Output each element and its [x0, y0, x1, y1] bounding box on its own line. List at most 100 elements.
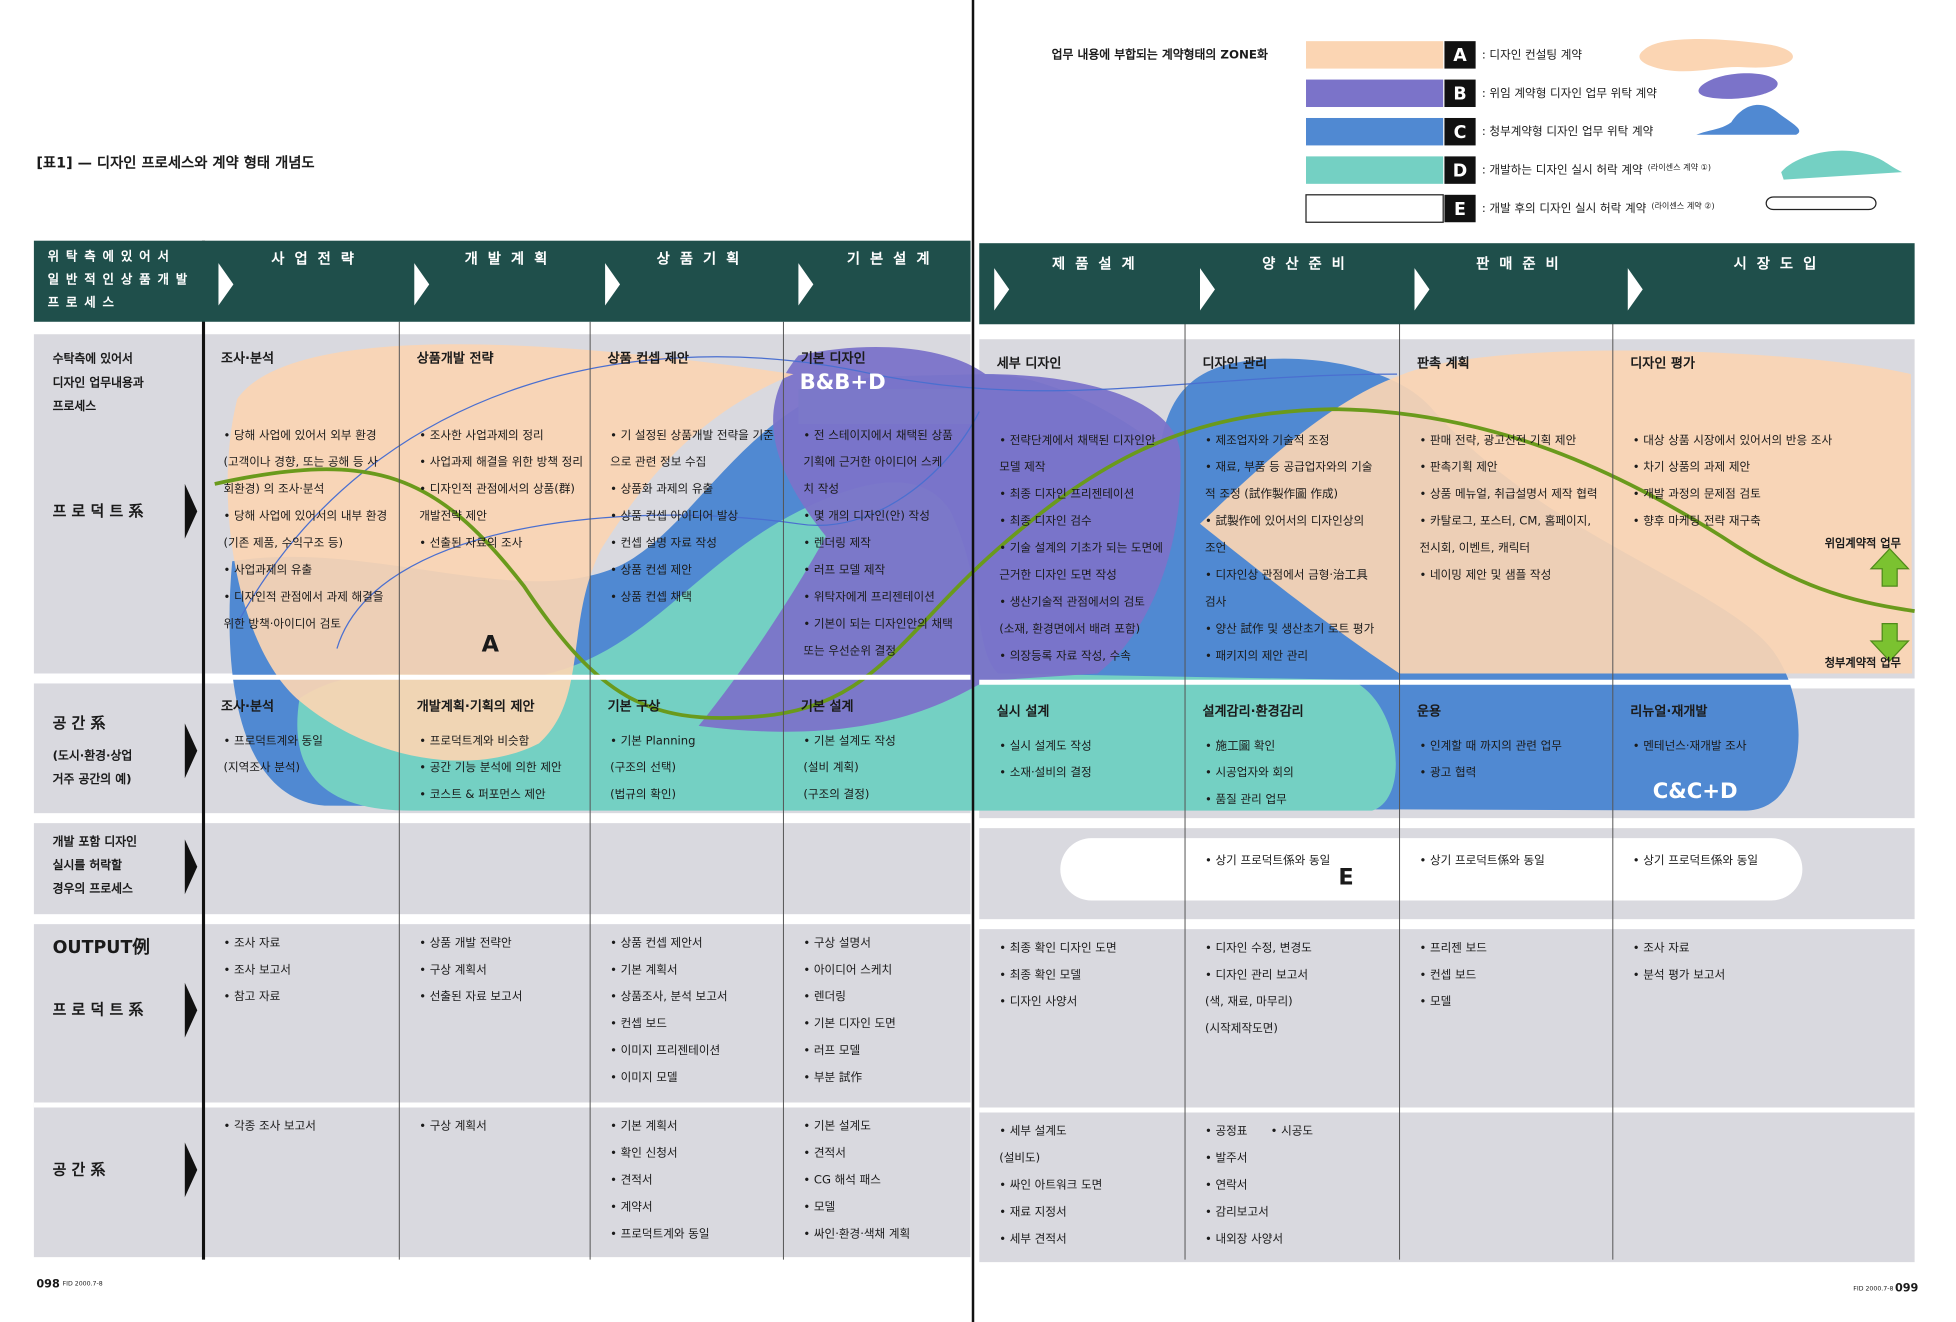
- cell-item: • 판매 전략, 광고선전 기획 제안: [1419, 433, 1576, 447]
- cell-item: • 상품 개발 전략안: [419, 935, 512, 949]
- cell-item: • 패키지의 제안 관리: [1205, 648, 1308, 662]
- header-band: [33, 240, 971, 322]
- up-arrow: [1869, 547, 1910, 587]
- cell-item: (색, 재료, 마무리): [1205, 994, 1293, 1008]
- cell-item: • 향후 마케팅 전략 재구축: [1633, 514, 1761, 528]
- row-band: [33, 924, 971, 1258]
- cell-item: • 施工圖 확인: [1205, 738, 1275, 752]
- cell-item: • 이미지 모델: [610, 1070, 677, 1084]
- header-arrow: [798, 263, 814, 306]
- cell-heading: 상품 컨셉 제안: [608, 350, 689, 367]
- arrow-label: 청부계약적 업무: [1825, 655, 1901, 669]
- header-arrow: [414, 263, 430, 306]
- issue: FID 2000.7-8: [1853, 1285, 1893, 1292]
- stage-label: 개 발 계 획: [465, 249, 550, 267]
- cell-item: • 연락서: [1205, 1178, 1247, 1192]
- cell-item: • 기본 계획서: [610, 1119, 677, 1133]
- row-arrow: [184, 483, 198, 539]
- cell-item: 치 작성: [803, 482, 839, 496]
- cell-item: • 상품 컨셉 아이디어 발상: [610, 509, 738, 523]
- cell-item: • 대상 상품 시장에서 있어서의 반응 조사: [1633, 433, 1833, 447]
- cell-item: • 전 스테이지에서 채택된 상품: [803, 428, 953, 442]
- cell-item: • 조사한 사업과제의 정리: [419, 428, 543, 442]
- legend-swatch: [1306, 156, 1444, 184]
- header-label: 일 반 적 인 상 품 개 발: [48, 271, 189, 286]
- cell-heading: 기본 디자인: [801, 350, 866, 367]
- cell-item: • 선출된 자료 보고서: [419, 989, 522, 1003]
- legend-label: : 개발 후의 디자인 실시 허락 계약: [1482, 201, 1647, 215]
- cell-item: • 아이디어 스케치: [803, 962, 892, 976]
- cell-item: • 디자인상 관점에서 금형·治工具: [1205, 567, 1368, 581]
- cell-item: 모델 제작: [999, 460, 1046, 474]
- cell-item: • 기본 디자인 도면: [803, 1016, 895, 1030]
- stage-label: 제 품 설 계: [1052, 255, 1137, 272]
- cell-item: • 러프 모델: [803, 1043, 860, 1057]
- legend-swatch: [1306, 79, 1444, 108]
- cell-item: • 최종 확인 모델: [999, 967, 1081, 981]
- cell-item: • 상품 컨셉 채택: [610, 589, 692, 603]
- stage-label: 사 업 전 략: [271, 249, 356, 267]
- page-title: [표1] — 디자인 프로세스와 계약 형태 개념도: [36, 153, 314, 171]
- cell-item: • 인계할 때 까지의 관련 업무: [1419, 738, 1562, 752]
- cell-item: • 확인 신청서: [610, 1146, 677, 1160]
- cell-item: • 위탁자에게 프리젠테이션: [803, 589, 934, 603]
- cell-item: • 프로덕트계와 동일: [610, 1226, 709, 1240]
- cell-heading: 기본 구상: [608, 699, 661, 715]
- header-arrow: [218, 263, 234, 306]
- row-arrow: [184, 982, 198, 1038]
- zone-outline: [336, 411, 980, 649]
- cell-item: • 프로덕트계와 동일: [223, 733, 322, 747]
- cell-item: • 조사 자료: [223, 935, 280, 949]
- cell-item: 적 조정 (試作製作圖 作成): [1205, 487, 1338, 501]
- cell-item: • 기본 설계도 작성: [803, 733, 895, 747]
- cell-heading: 운용: [1417, 704, 1441, 720]
- cell-item: • 차기 상품의 과제 제안: [1633, 460, 1751, 474]
- stage-label: 시 장 도 입: [1734, 254, 1819, 272]
- legend-letter: D: [1453, 161, 1468, 181]
- cell-item: 조언: [1205, 541, 1226, 555]
- cell-item: • 기본 Planning: [610, 733, 695, 747]
- cell-heading: 설계감리·환경감리: [1202, 703, 1303, 720]
- cell-item: • 모델: [803, 1200, 835, 1214]
- cell-item: • 상품조사, 분석 보고서: [610, 989, 727, 1003]
- cell-item: • 각종 조사 보고서: [223, 1119, 315, 1133]
- cell-item: • 견적서: [610, 1173, 652, 1187]
- cell-item: • 디자인 수정, 변경도: [1205, 940, 1312, 954]
- issue: FID 2000.7-8: [63, 1280, 103, 1287]
- legend-letter: B: [1453, 85, 1466, 105]
- stage-label: 판 매 준 비: [1476, 255, 1561, 272]
- cell-item: • 소재·설비의 결정: [999, 765, 1091, 779]
- cell-item: (고객이나 경향, 또는 공해 등 사: [223, 455, 378, 469]
- cell-item: • 기본 설계도: [803, 1119, 871, 1133]
- cell-item: • 컨셉 보드: [1419, 967, 1476, 981]
- cell-item: • 생산기술적 관점에서의 검토: [999, 594, 1145, 608]
- cell-item: 전시회, 이벤트, 캐릭터: [1419, 541, 1530, 555]
- row-arrow: [184, 839, 198, 895]
- cell-item: • 재료 지정서: [999, 1204, 1066, 1218]
- cell-item: • 의장등록 자료 작성, 수속: [999, 648, 1131, 662]
- cell-item: (법규의 확인): [610, 787, 676, 801]
- cell-heading: 개발계획·기획의 제안: [417, 698, 535, 715]
- cell-item: • 계약서: [610, 1200, 652, 1214]
- cell-item: • 최종 디자인 프리젠테이션: [999, 487, 1134, 501]
- arrow-label: 위임계약적 업무: [1825, 536, 1901, 550]
- cell-item: (지역조사 분석): [223, 760, 300, 774]
- legend-letter-box: [1444, 156, 1476, 184]
- stage-label: 기 본 설 계: [847, 250, 932, 267]
- cell-item: • 구상 계획서: [419, 1119, 486, 1133]
- cell-item: • 러프 모델 제작: [803, 562, 885, 576]
- cell-item: 위한 방책·아이디어 검토: [223, 616, 341, 630]
- contract-curve: [214, 407, 1915, 720]
- row-band: [979, 929, 1915, 1263]
- legend-shape: [1696, 104, 1800, 135]
- cell-heading: 상품개발 전략: [417, 350, 494, 367]
- down-arrow: [1869, 622, 1910, 662]
- legend-title: 업무 내용에 부합되는 계약형태의 ZONE화: [1052, 47, 1268, 61]
- cell-item: 회환경) 의 조사·분석: [223, 482, 324, 496]
- cell-item: • 시공업자와 회의: [1205, 765, 1294, 779]
- cell-item: • 참고 자료: [223, 989, 280, 1003]
- legend-letter-box: [1444, 79, 1476, 108]
- cell-item: 검사: [1205, 594, 1227, 608]
- legend-label: : 청부계약형 디자인 업무 위탁 계약: [1482, 124, 1654, 138]
